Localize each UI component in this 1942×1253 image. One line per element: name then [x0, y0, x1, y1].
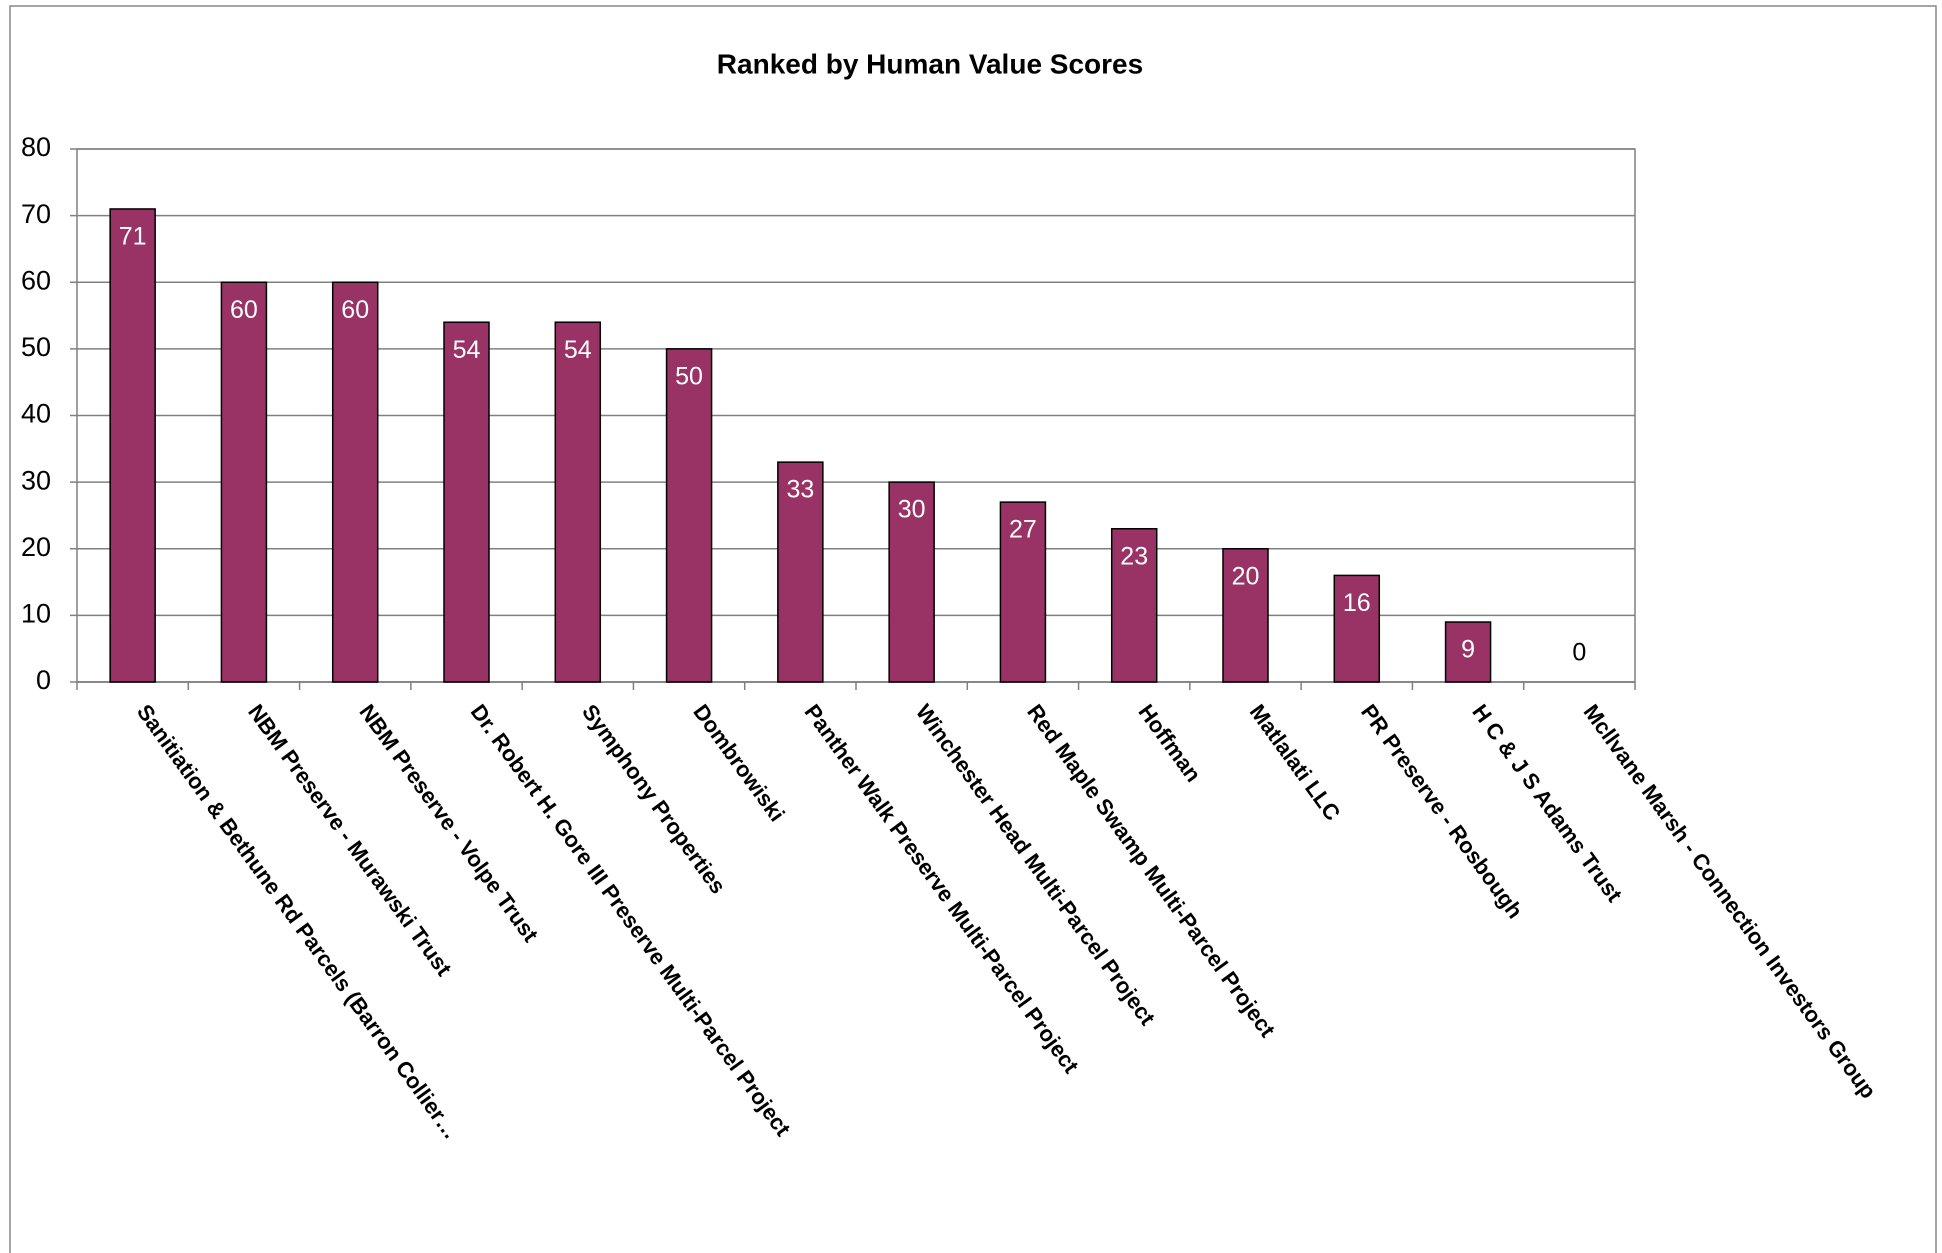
- data-label: 9: [1461, 636, 1475, 664]
- bar: [1333, 574, 1381, 683]
- data-label: 33: [786, 476, 814, 504]
- y-tick-label: 30: [21, 465, 51, 495]
- data-label: 27: [1009, 516, 1037, 544]
- chart-title: Ranked by Human Value Scores: [717, 48, 1143, 79]
- bar: [1110, 528, 1158, 683]
- data-label: 54: [453, 336, 481, 364]
- data-label: 30: [898, 496, 926, 524]
- bar: [888, 481, 935, 683]
- y-tick-label: 60: [21, 265, 51, 295]
- y-tick-label: 70: [21, 199, 51, 229]
- data-label: 71: [119, 223, 147, 251]
- y-tick-label: 10: [21, 599, 51, 629]
- bar: [665, 348, 713, 683]
- data-label: 23: [1120, 542, 1148, 570]
- bar: [220, 281, 268, 683]
- y-tick-label: 0: [36, 665, 51, 695]
- bar: [331, 281, 379, 683]
- y-tick-label: 80: [21, 132, 51, 162]
- data-label: 60: [230, 296, 258, 324]
- bar: [109, 208, 156, 683]
- y-tick-label: 50: [21, 332, 51, 362]
- bar: [1444, 621, 1492, 683]
- y-tick-label: 40: [21, 399, 51, 429]
- data-label: 0: [1572, 639, 1586, 667]
- bar: [1222, 548, 1269, 683]
- data-label: 16: [1343, 589, 1371, 617]
- bar: [999, 501, 1047, 683]
- bar: [554, 321, 602, 683]
- data-label: 60: [341, 296, 369, 324]
- y-tick-label: 20: [21, 532, 51, 562]
- data-label: 20: [1232, 562, 1260, 590]
- bar: [443, 321, 490, 683]
- data-label: 50: [675, 362, 703, 390]
- data-label: 54: [564, 336, 592, 364]
- bar: [777, 461, 824, 683]
